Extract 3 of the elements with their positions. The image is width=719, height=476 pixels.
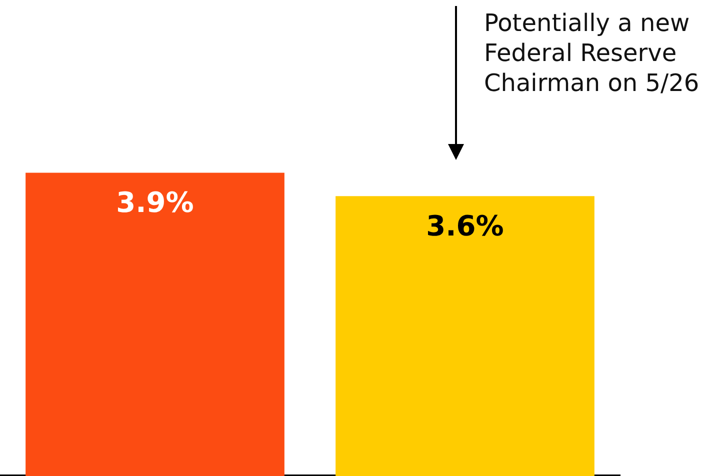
data-label: 3.6% <box>426 209 504 242</box>
text: Potentially a new Federal Reserve Chairman on 5/26 <box>484 8 700 98</box>
data-label: 3.9% <box>116 186 194 220</box>
